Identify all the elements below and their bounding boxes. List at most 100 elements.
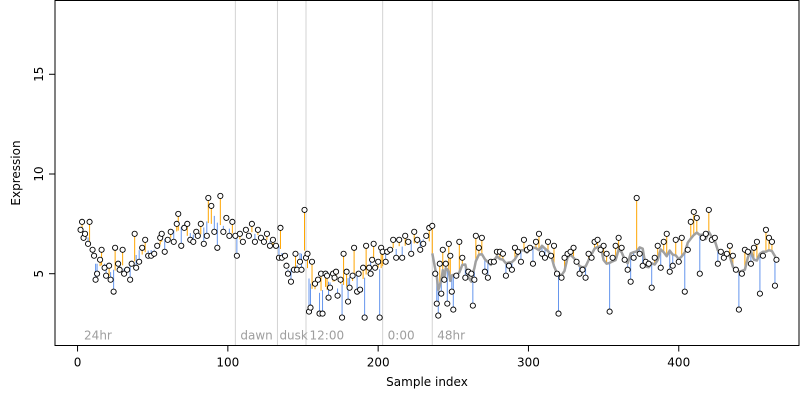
data-point <box>181 224 188 231</box>
data-point <box>116 266 123 273</box>
data-point <box>435 312 442 319</box>
data-point <box>184 220 191 227</box>
data-point <box>505 262 512 269</box>
data-point <box>82 230 89 237</box>
data-point <box>621 256 628 263</box>
data-point <box>349 272 356 279</box>
annotation-label: dawn <box>240 329 272 343</box>
data-point <box>439 246 446 253</box>
data-point <box>112 244 119 251</box>
data-point <box>390 236 397 243</box>
data-point <box>442 260 449 267</box>
data-point <box>307 304 314 311</box>
data-point <box>594 236 601 243</box>
data-point <box>296 258 304 265</box>
data-point <box>579 266 586 273</box>
data-point <box>360 264 367 271</box>
data-point <box>161 248 168 255</box>
data-point <box>92 276 99 283</box>
data-point <box>529 260 537 267</box>
data-point <box>472 232 479 239</box>
data-point <box>205 194 212 201</box>
data-points <box>77 192 780 321</box>
data-point <box>337 276 344 283</box>
data-point <box>714 260 721 267</box>
data-point <box>292 250 299 257</box>
data-point <box>223 214 230 221</box>
data-point <box>729 252 736 259</box>
data-point <box>239 238 246 245</box>
data-point <box>532 238 540 245</box>
data-point <box>445 240 452 247</box>
data-point <box>158 230 165 237</box>
data-point <box>91 252 98 259</box>
data-point <box>535 230 543 237</box>
data-point <box>669 262 676 269</box>
data-point <box>447 252 454 259</box>
data-point <box>738 270 745 277</box>
data-point <box>753 238 760 245</box>
data-point <box>170 238 177 245</box>
data-point <box>597 246 604 253</box>
data-point <box>263 230 270 237</box>
data-point <box>346 284 353 291</box>
data-point <box>333 268 340 275</box>
data-point <box>214 244 221 251</box>
data-point <box>260 238 267 245</box>
data-point <box>110 288 117 295</box>
data-point <box>200 240 207 247</box>
data-point <box>345 298 352 305</box>
data-point <box>119 246 126 253</box>
data-point <box>690 208 697 215</box>
data-point <box>272 242 279 249</box>
data-point <box>462 274 469 281</box>
data-point <box>226 232 233 239</box>
data-point <box>723 250 730 257</box>
data-point <box>311 280 319 287</box>
data-point <box>197 220 204 227</box>
data-point <box>396 236 403 243</box>
data-point <box>251 238 258 245</box>
data-point <box>732 266 739 273</box>
data-point <box>606 308 613 315</box>
data-point <box>387 246 394 253</box>
data-point <box>696 270 703 277</box>
data-point <box>248 220 255 227</box>
data-point <box>576 270 583 277</box>
data-point <box>411 228 418 235</box>
data-point <box>372 264 379 271</box>
data-point <box>603 250 610 257</box>
data-point <box>773 256 780 263</box>
data-point <box>600 242 607 249</box>
data-point <box>283 262 290 269</box>
x-axis: 0 100 200 300 400 <box>74 345 690 370</box>
y-tick-label: 10 <box>32 166 46 181</box>
data-point <box>339 314 346 321</box>
data-point <box>508 266 515 273</box>
data-point <box>417 246 424 253</box>
data-point <box>475 244 482 251</box>
data-point <box>367 270 374 277</box>
data-point <box>441 276 448 283</box>
plot-frame <box>54 0 800 346</box>
data-point <box>444 300 451 307</box>
x-tick-label: 200 <box>367 356 390 370</box>
data-point <box>588 254 595 261</box>
data-point <box>304 250 311 257</box>
data-point <box>340 250 347 257</box>
data-point <box>645 260 652 267</box>
data-point <box>151 250 158 257</box>
data-point <box>717 248 724 255</box>
data-point <box>363 242 370 249</box>
data-point <box>298 266 305 273</box>
data-point <box>257 234 264 241</box>
data-point <box>79 218 86 225</box>
fit-line-path <box>431 230 778 292</box>
x-axis-title: Sample index <box>386 375 468 389</box>
data-point <box>220 228 227 235</box>
data-point <box>471 276 478 283</box>
data-point <box>750 244 757 251</box>
data-point <box>154 242 161 249</box>
data-point <box>103 272 110 279</box>
data-point <box>269 236 276 243</box>
